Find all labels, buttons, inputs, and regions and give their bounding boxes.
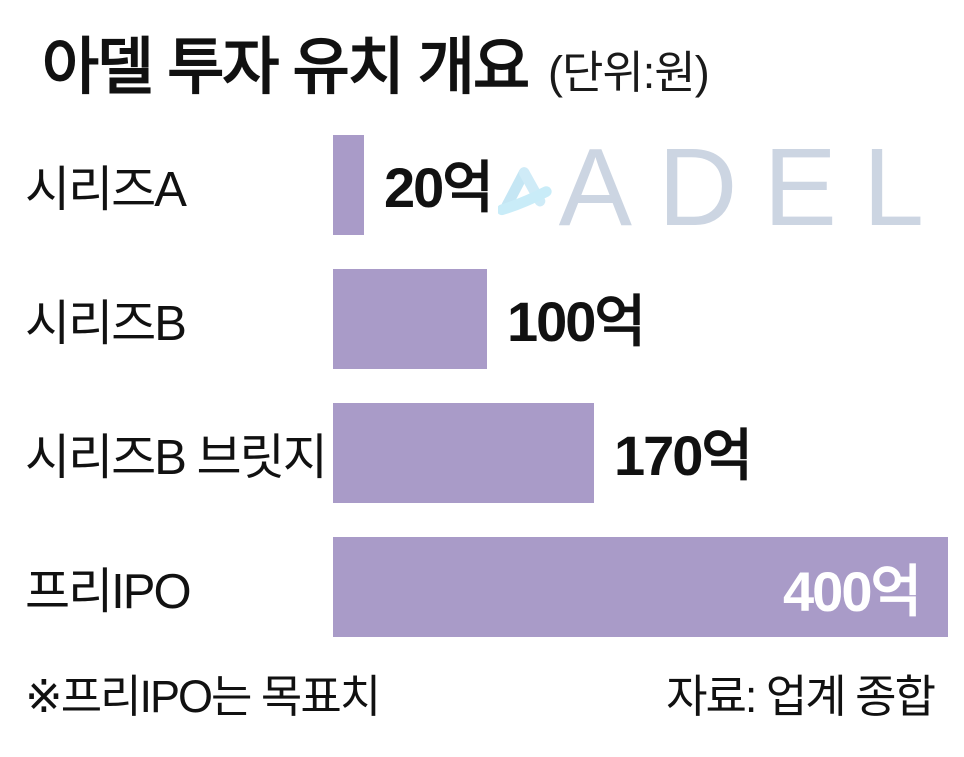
bar-track: 100억 bbox=[333, 269, 948, 369]
value-label: 170억 bbox=[614, 423, 753, 487]
bar-track: 400억 bbox=[333, 537, 948, 637]
bar bbox=[333, 269, 487, 369]
bar-row: 시리즈B 브릿지 170억 bbox=[25, 403, 948, 503]
value-label: 100억 bbox=[507, 289, 646, 353]
source-credit: 자료: 업계 종합 bbox=[666, 671, 936, 722]
bar bbox=[333, 135, 364, 235]
value-label: 400억 bbox=[783, 559, 922, 623]
bar bbox=[333, 403, 594, 503]
chart-header: 아델 투자 유치 개요 (단위:원) bbox=[42, 16, 710, 106]
bar-row: 프리IPO 400억 bbox=[25, 537, 948, 637]
category-label: 프리IPO bbox=[25, 564, 192, 619]
chart-title: 아델 투자 유치 개요 bbox=[42, 33, 530, 102]
category-label: 시리즈A bbox=[25, 162, 187, 217]
bar-row: 시리즈A 20억 bbox=[25, 135, 948, 235]
chart-unit-label: (단위:원) bbox=[548, 47, 710, 98]
chart-footer: ※프리IPO는 목표치 자료: 업계 종합 bbox=[25, 660, 936, 725]
bar-track: 170억 bbox=[333, 403, 948, 503]
category-label: 시리즈B bbox=[25, 296, 187, 351]
footnote: ※프리IPO는 목표치 bbox=[25, 671, 381, 722]
bar-track: 20억 bbox=[333, 135, 948, 235]
value-label: 20억 bbox=[384, 155, 494, 219]
bar: 400억 bbox=[333, 537, 948, 637]
category-label: 시리즈B 브릿지 bbox=[25, 430, 328, 485]
bar-row: 시리즈B 100억 bbox=[25, 269, 948, 369]
